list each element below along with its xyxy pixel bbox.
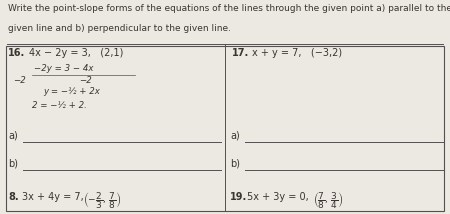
Text: 8.: 8. [8, 192, 19, 202]
Text: −2y = 3 − 4x: −2y = 3 − 4x [34, 64, 93, 73]
Text: −2: −2 [79, 76, 91, 85]
Text: 5x + 3y = 0,: 5x + 3y = 0, [247, 192, 308, 202]
Text: 16.: 16. [8, 48, 25, 58]
Text: $\left(-\dfrac{2}{3},\,\dfrac{7}{8}\right)$: $\left(-\dfrac{2}{3},\,\dfrac{7}{8}\righ… [83, 190, 122, 211]
Text: $\left(\dfrac{7}{8},\,\dfrac{3}{4}\right)$: $\left(\dfrac{7}{8},\,\dfrac{3}{4}\right… [313, 190, 343, 211]
Text: 2 = −½ + 2.: 2 = −½ + 2. [32, 101, 87, 110]
Text: a): a) [8, 131, 18, 141]
Text: 19.: 19. [230, 192, 248, 202]
Text: 4x − 2y = 3,   (2,1): 4x − 2y = 3, (2,1) [29, 48, 124, 58]
Text: given line and b) perpendicular to the given line.: given line and b) perpendicular to the g… [8, 24, 231, 33]
Text: Write the point-slope forms of the equations of the lines through the given poin: Write the point-slope forms of the equat… [8, 4, 450, 13]
Text: b): b) [8, 158, 18, 168]
Text: a): a) [230, 131, 240, 141]
Text: 3x + 4y = 7,: 3x + 4y = 7, [22, 192, 83, 202]
Text: b): b) [230, 158, 240, 168]
Text: y = −½ + 2x: y = −½ + 2x [43, 87, 99, 96]
Text: −2: −2 [14, 76, 26, 85]
Text: 17.: 17. [232, 48, 249, 58]
Text: x + y = 7,   (−3,2): x + y = 7, (−3,2) [252, 48, 342, 58]
